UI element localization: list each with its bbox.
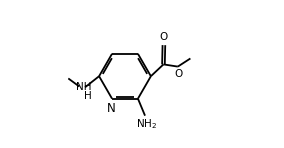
Text: NH: NH	[76, 82, 91, 92]
Text: O: O	[160, 32, 168, 42]
Text: NH$_2$: NH$_2$	[136, 117, 157, 131]
Text: N: N	[107, 102, 116, 115]
Text: H: H	[84, 91, 92, 101]
Text: O: O	[174, 69, 183, 79]
